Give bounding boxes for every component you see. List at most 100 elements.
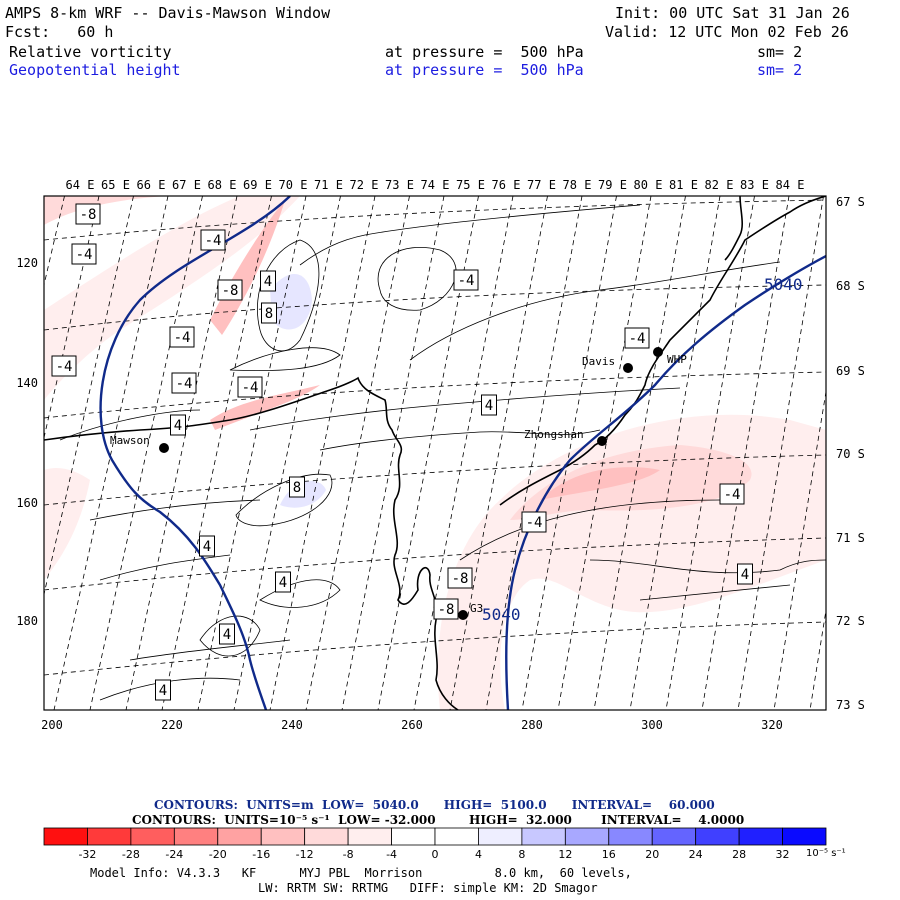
colorbar-segment	[695, 827, 740, 846]
longitude-tick-label: 69 E	[243, 178, 272, 192]
colorbar-tick-label: 0	[432, 848, 439, 861]
valid-time: Valid: 12 UTC Mon 02 Feb 26	[605, 23, 849, 41]
station-davis-marker	[623, 363, 633, 373]
y-tick-label: 120	[16, 256, 38, 270]
longitude-tick-label: 81 E	[669, 178, 698, 192]
colorbar-tick-label: -20	[209, 848, 227, 861]
colorbar-segment	[217, 827, 262, 846]
vorticity-label-box	[170, 414, 186, 436]
height-contour-info: CONTOURS: UNITS=m LOW= 5040.0 HIGH= 5100…	[154, 798, 715, 812]
vorticity-label: -4	[174, 330, 191, 346]
colorbar-tick-label: 24	[689, 848, 703, 861]
longitude-tick-label: 64 E	[66, 178, 95, 192]
vorticity-label-box	[155, 679, 171, 701]
field2-sm: sm= 2	[757, 61, 803, 79]
station-davis-label: Davis	[582, 355, 615, 368]
colorbar-segment	[347, 827, 392, 846]
station-markers	[159, 347, 663, 620]
colorbar-tick-label: 16	[602, 848, 616, 861]
x-tick-label: 300	[641, 718, 663, 732]
vorticity-label: -4	[176, 376, 193, 392]
vorticity-label: -4	[629, 331, 646, 347]
longitude-tick-label: 77 E	[527, 178, 556, 192]
vorticity-label: -4	[205, 233, 222, 249]
colorbar-segment	[521, 827, 566, 846]
init-time: Init: 00 UTC Sat 31 Jan 26	[615, 4, 850, 22]
vorticity-label: 4	[223, 627, 231, 643]
longitude-tick-label: 75 E	[456, 178, 485, 192]
longitude-tick-label: 80 E	[634, 178, 663, 192]
colorbar-segment	[782, 827, 827, 846]
colorbar-segment	[260, 827, 306, 846]
coastline	[44, 196, 826, 710]
x-tick-label: 280	[521, 718, 543, 732]
longitude-tick-label: 83 E	[740, 178, 769, 192]
colorbar-tick-label: 28	[732, 848, 746, 861]
colorbar-tick-label: -32	[78, 848, 96, 861]
vorticity-label: 4	[203, 539, 211, 555]
colorbar-segment	[391, 827, 436, 846]
vorticity-label: -4	[458, 273, 475, 289]
field2-name: Geopotential height	[9, 61, 181, 79]
vorticity-label-box	[200, 229, 226, 251]
x-tick-label: 240	[281, 718, 303, 732]
vorticity-label-box	[275, 571, 291, 593]
x-tick-label: 200	[41, 718, 63, 732]
y-tick-label: 160	[16, 496, 38, 510]
vorticity-contour-info: CONTOURS: UNITS=10⁻⁵ s⁻¹ LOW= -32.000 HI…	[132, 813, 745, 827]
vorticity-label: -8	[80, 207, 97, 223]
x-tick-label: 260	[401, 718, 423, 732]
colorbar-tick-label: 8	[518, 848, 525, 861]
longitude-tick-label: 72 E	[350, 178, 379, 192]
vorticity-label-box	[237, 376, 263, 398]
vorticity-label: -8	[438, 602, 455, 618]
colorbar-segment	[130, 827, 175, 846]
longitude-tick-label: 84 E	[776, 178, 805, 192]
vorticity-label-box	[447, 567, 473, 589]
longitude-tick-label: 78 E	[563, 178, 592, 192]
vorticity-label: 4	[159, 683, 167, 699]
latitude-tick-label: 69 S	[836, 364, 865, 378]
colorbar-segment	[478, 827, 523, 846]
x-tick-label: 220	[161, 718, 183, 732]
longitude-tick-label: 68 E	[208, 178, 237, 192]
field2-level: at pressure = 500 hPa	[385, 61, 584, 79]
vorticity-label: -4	[724, 487, 741, 503]
longitude-tick-label: 66 E	[137, 178, 166, 192]
colorbar-segment	[564, 827, 610, 846]
parallel-lines	[44, 199, 826, 676]
longitude-tick-label: 65 E	[101, 178, 130, 192]
longitude-tick-label: 71 E	[314, 178, 343, 192]
colorbar-tick-label: -24	[165, 848, 183, 861]
vorticity-label-box	[219, 623, 235, 645]
longitude-tick-label: 79 E	[598, 178, 627, 192]
vorticity-label-box	[481, 394, 497, 416]
physics-info: LW: RRTM SW: RRTMG DIFF: simple KM: 2D S…	[258, 881, 598, 895]
station-zhongshan-label: Zhongshan	[524, 428, 584, 441]
y-tick-label: 140	[16, 376, 38, 390]
vorticity-label: 8	[293, 480, 301, 496]
vorticity-label-box	[75, 203, 101, 225]
colorbar-segment	[738, 827, 783, 846]
x-tick-label: 320	[761, 718, 783, 732]
longitude-tick-label: 74 E	[421, 178, 450, 192]
vorticity-label-box	[51, 355, 77, 377]
y-tick-label: 180	[16, 614, 38, 628]
vorticity-label: 4	[279, 575, 287, 591]
vorticity-label-box	[171, 372, 197, 394]
longitude-tick-label: 73 E	[385, 178, 414, 192]
vorticity-label: 8	[265, 306, 273, 322]
latitude-tick-label: 70 S	[836, 447, 865, 461]
longitude-tick-label: 82 E	[705, 178, 734, 192]
vorticity-label: 4	[264, 274, 272, 290]
colorbar-unit: 10⁻⁵ s⁻¹	[806, 848, 846, 859]
vorticity-label: 4	[174, 418, 182, 434]
field1-name: Relative vorticity	[9, 43, 172, 61]
colorbar-tick-label: -16	[252, 848, 270, 861]
height-contours	[99, 196, 826, 710]
vorticity-label-box	[433, 598, 459, 620]
height-label-1: 5040	[764, 275, 803, 294]
vorticity-label: -8	[452, 571, 469, 587]
